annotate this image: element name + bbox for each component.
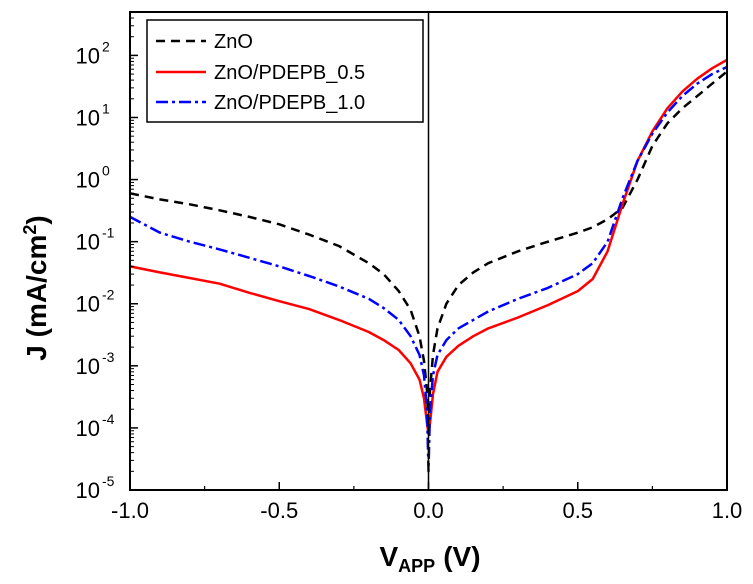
y-axis-title-main: J (mA/cm (21, 235, 52, 361)
x-tick-label: 0.5 (562, 498, 593, 523)
x-axis-title: VAPP (V) (379, 541, 480, 576)
legend: ZnO ZnO/PDEPB_0.5 ZnO/PDEPB_1.0 (146, 19, 424, 123)
legend-label-pdepb-10: ZnO/PDEPB_1.0 (214, 92, 365, 114)
y-tick-label: 10 (76, 168, 100, 193)
y-tick-exponent: 0 (102, 163, 110, 179)
series-line-pdepb-10 (129, 65, 728, 473)
y-axis-title-superscript: 2 (20, 225, 40, 235)
y-tick-label: 10 (76, 416, 100, 441)
x-axis-title-unit: (V) (443, 541, 480, 572)
x-axis-ticks: -1.0 -0.5 0.0 0.5 1.0 (111, 482, 742, 523)
y-tick-label: 10 (76, 478, 100, 503)
y-tick-label: 10 (76, 230, 100, 255)
series-line-zno (129, 70, 728, 430)
y-tick-exponent: -4 (102, 411, 115, 427)
series-curves (129, 58, 728, 473)
y-tick-exponent: -5 (102, 473, 115, 489)
legend-label-zno: ZnO (214, 31, 253, 53)
y-tick-exponent: 2 (102, 38, 110, 54)
y-tick-label: 10 (76, 43, 100, 68)
legend-label-pdepb-05: ZnO/PDEPB_0.5 (214, 62, 365, 84)
x-tick-label: -0.5 (260, 498, 298, 523)
y-axis-title-close: ) (21, 215, 52, 224)
x-axis-title-main: V (379, 541, 398, 572)
y-tick-exponent: 1 (102, 100, 110, 116)
x-tick-label: 1.0 (712, 498, 743, 523)
y-tick-exponent: -3 (102, 349, 115, 365)
x-tick-label: 0.0 (413, 498, 444, 523)
y-axis-title: J (mA/cm2) (20, 215, 52, 360)
y-tick-label: 10 (76, 354, 100, 379)
y-tick-exponent: -2 (102, 287, 115, 303)
x-tick-label: -1.0 (111, 498, 149, 523)
y-tick-label: 10 (76, 292, 100, 317)
series-line-pdepb-05 (129, 58, 728, 436)
y-tick-exponent: -1 (102, 225, 115, 241)
y-tick-label: 10 (76, 105, 100, 130)
x-axis-title-subscript: APP (398, 556, 435, 576)
